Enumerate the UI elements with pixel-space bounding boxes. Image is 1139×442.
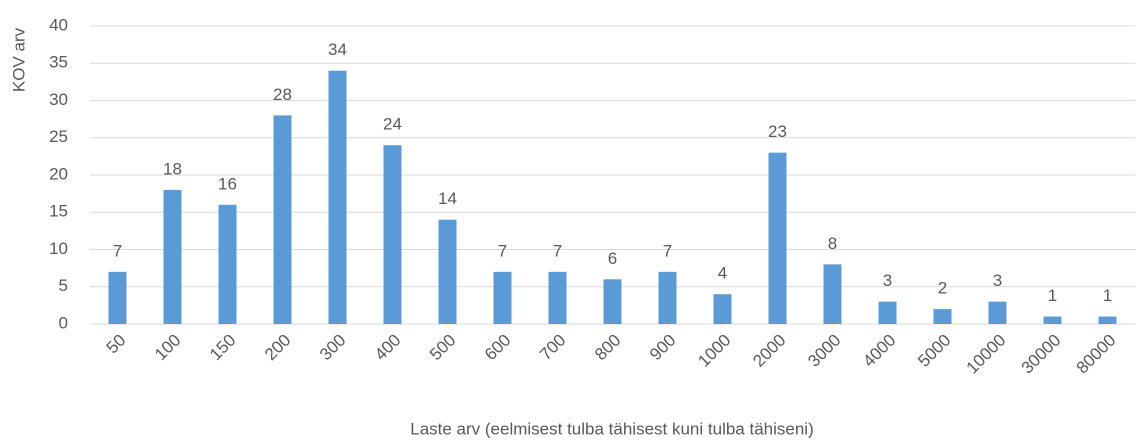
y-tick-label: 20 (49, 164, 68, 183)
data-label: 24 (383, 115, 402, 134)
x-tick-label: 150 (206, 331, 239, 364)
data-label: 16 (218, 174, 237, 193)
data-label: 1 (1048, 286, 1057, 305)
data-label: 23 (768, 122, 787, 141)
bar (933, 309, 952, 324)
y-tick-label: 40 (49, 15, 68, 34)
bar (603, 279, 622, 324)
bar (988, 301, 1007, 324)
bar (713, 294, 732, 324)
bar (108, 271, 127, 324)
x-tick-label: 10000 (963, 331, 1010, 378)
y-axis-title: KOV arv (9, 27, 28, 92)
x-tick-label: 4000 (859, 331, 899, 371)
x-tick-label: 400 (371, 331, 404, 364)
bar (218, 204, 237, 324)
bar (878, 301, 897, 324)
x-tick-label: 3000 (804, 331, 844, 371)
y-tick-label: 15 (49, 202, 68, 221)
data-label: 8 (828, 234, 837, 253)
bar (548, 271, 567, 324)
data-label: 7 (553, 241, 562, 260)
bar (493, 271, 512, 324)
bar (273, 115, 292, 325)
x-tick-label: 30000 (1018, 331, 1065, 378)
data-label: 7 (498, 241, 507, 260)
data-label: 4 (718, 264, 727, 283)
data-label: 28 (273, 85, 292, 104)
y-tick-label: 35 (49, 53, 68, 72)
data-label: 34 (328, 40, 347, 59)
bar (768, 152, 787, 324)
data-label: 14 (438, 189, 457, 208)
data-label: 7 (663, 241, 672, 260)
x-tick-label: 50 (103, 331, 130, 358)
y-tick-label: 25 (49, 127, 68, 146)
bar (823, 264, 842, 324)
bar (383, 145, 402, 324)
x-tick-label: 200 (261, 331, 294, 364)
bar (1043, 316, 1062, 324)
data-label: 6 (608, 249, 617, 268)
y-tick-label: 0 (59, 313, 68, 332)
bar (1098, 316, 1117, 324)
data-label: 3 (993, 271, 1002, 290)
x-tick-label: 80000 (1073, 331, 1120, 378)
bar (658, 271, 677, 324)
x-tick-label: 300 (316, 331, 349, 364)
x-tick-label: 700 (536, 331, 569, 364)
x-tick-label: 900 (646, 331, 679, 364)
data-label: 7 (113, 241, 122, 260)
data-label: 18 (163, 159, 182, 178)
x-axis-title: Laste arv (eelmisest tulba tähisest kuni… (410, 419, 813, 438)
x-tick-label: 600 (481, 331, 514, 364)
bar (328, 70, 347, 324)
x-tick-label: 1000 (694, 331, 734, 371)
x-tick-label: 100 (151, 331, 184, 364)
x-tick-label: 500 (426, 331, 459, 364)
y-tick-label: 10 (49, 239, 68, 258)
bar (163, 189, 182, 324)
data-label: 1 (1103, 286, 1112, 305)
data-label: 2 (938, 279, 947, 298)
y-tick-label: 30 (49, 90, 68, 109)
x-tick-label: 2000 (749, 331, 789, 371)
bar (438, 219, 457, 324)
data-label: 3 (883, 271, 892, 290)
y-tick-label: 5 (59, 276, 68, 295)
x-tick-label: 5000 (914, 331, 954, 371)
x-tick-label: 800 (591, 331, 624, 364)
